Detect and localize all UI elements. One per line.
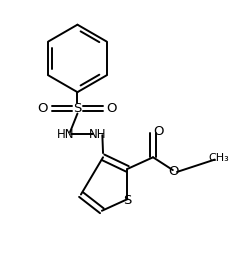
Text: O: O <box>37 102 48 115</box>
Text: NH: NH <box>88 128 106 141</box>
Text: O: O <box>169 165 179 178</box>
Text: HN: HN <box>57 128 75 141</box>
Text: S: S <box>73 102 82 115</box>
Text: O: O <box>154 125 164 138</box>
Text: CH₃: CH₃ <box>208 153 229 163</box>
Text: S: S <box>123 194 132 207</box>
Text: O: O <box>106 102 117 115</box>
